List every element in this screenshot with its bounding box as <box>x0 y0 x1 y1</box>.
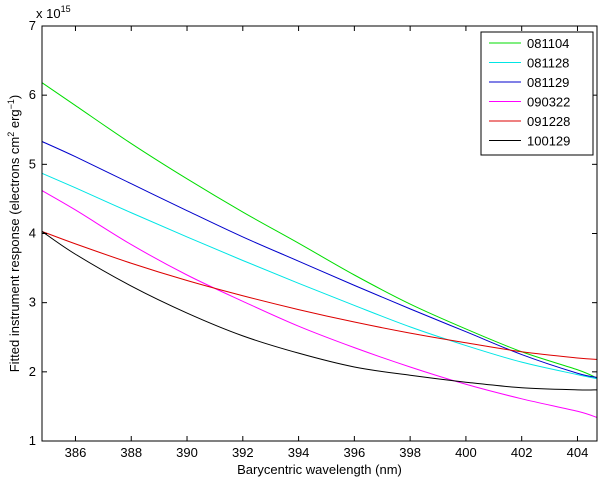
legend-box <box>480 31 594 156</box>
x-tick-label: 404 <box>567 445 589 460</box>
series-line-090322 <box>41 190 598 418</box>
legend-label-090322: 090322 <box>527 95 570 110</box>
axis-ticks: 386 388 390 392 394 396 398 400 402 404 1 2 3 4 5 6 7 <box>29 18 597 460</box>
y-tick-label: 2 <box>29 364 36 379</box>
y-label-sup1: 2 <box>6 132 16 137</box>
y-tick-label: 1 <box>29 433 36 448</box>
x-tick-label: 390 <box>176 445 198 460</box>
y-tick-label: 4 <box>29 226 36 241</box>
x-tick-label: 402 <box>511 445 533 460</box>
y-tick-label: 7 <box>29 18 36 33</box>
x-tick-label: 388 <box>120 445 142 460</box>
y-label-before: Fitted instrument response (electrons cm <box>7 137 22 373</box>
legend-label-100129: 100129 <box>527 134 570 149</box>
series-line-091228 <box>41 230 598 360</box>
y-multiplier-exponent: 15 <box>61 4 71 14</box>
series-line-100129 <box>41 231 598 391</box>
y-tick-label: 3 <box>29 295 36 310</box>
x-tick-label: 394 <box>288 445 310 460</box>
y-tick-label: 6 <box>29 87 36 102</box>
x-axis-label: Barycentric wavelength (nm) <box>237 462 402 477</box>
x-tick-label: 392 <box>232 445 254 460</box>
series-line-081129 <box>41 141 598 378</box>
x-tick-label: 386 <box>65 445 87 460</box>
legend-label-081129: 081129 <box>527 75 569 90</box>
y-label-after: ) <box>7 95 22 99</box>
y-axis-multiplier: x 1015 <box>36 4 71 21</box>
legend-label-091228: 091228 <box>527 114 570 129</box>
x-tick-label: 400 <box>455 445 477 460</box>
y-multiplier-base: x 10 <box>36 6 61 21</box>
y-label-middle: erg <box>7 109 22 131</box>
y-axis-label: Fitted instrument response (electrons cm… <box>6 95 22 373</box>
legend-label-081104: 081104 <box>527 36 569 51</box>
legend: 081104 081128 081129 090322 091228 100129 <box>480 31 594 156</box>
x-tick-label: 396 <box>344 445 366 460</box>
y-label-sup2: −1 <box>6 99 16 109</box>
legend-label-081128: 081128 <box>527 56 569 71</box>
series-line-081128 <box>41 172 598 380</box>
plot-lines <box>41 82 598 418</box>
y-tick-label: 5 <box>29 156 36 171</box>
x-tick-label: 398 <box>399 445 421 460</box>
